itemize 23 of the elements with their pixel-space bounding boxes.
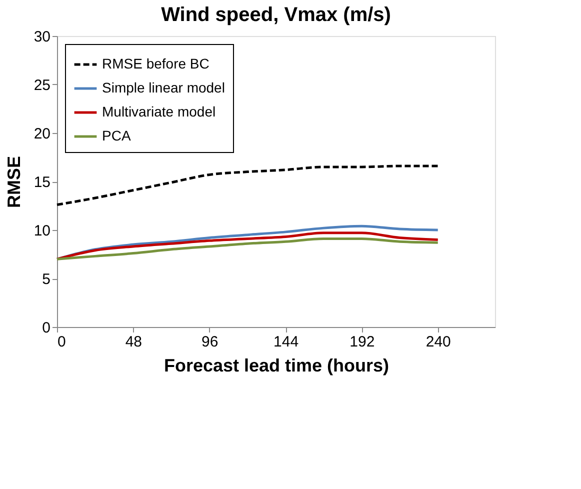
y-axis-title: RMSE bbox=[4, 156, 24, 208]
y-tick-label: 25 bbox=[34, 77, 50, 94]
y-tick-label: 10 bbox=[34, 222, 50, 240]
y-tick-label: 30 bbox=[34, 28, 50, 46]
x-tick-label: 144 bbox=[274, 334, 299, 350]
chart-title: Wind speed, Vmax (m/s) bbox=[161, 4, 391, 26]
y-tick-label: 15 bbox=[34, 174, 50, 191]
legend-label: PCA bbox=[102, 128, 132, 144]
x-tick-label: 96 bbox=[202, 334, 218, 350]
x-tick-label: 240 bbox=[426, 334, 451, 350]
x-tick-label: 192 bbox=[350, 334, 375, 350]
legend-label: Simple linear model bbox=[102, 80, 225, 96]
legend-label: RMSE before BC bbox=[102, 56, 210, 72]
line-series bbox=[56, 232, 440, 260]
x-tick-label: 48 bbox=[125, 334, 142, 350]
line-series bbox=[56, 237, 440, 260]
x-axis-title: Forecast lead time (hours) bbox=[164, 356, 390, 376]
y-tick-label: 0 bbox=[42, 320, 50, 336]
y-tick-label: 5 bbox=[42, 271, 50, 288]
x-tick-label: 0 bbox=[58, 334, 66, 350]
y-tick-label: 20 bbox=[34, 126, 50, 142]
legend-label: Multivariate model bbox=[102, 104, 216, 120]
line-series bbox=[56, 164, 440, 206]
